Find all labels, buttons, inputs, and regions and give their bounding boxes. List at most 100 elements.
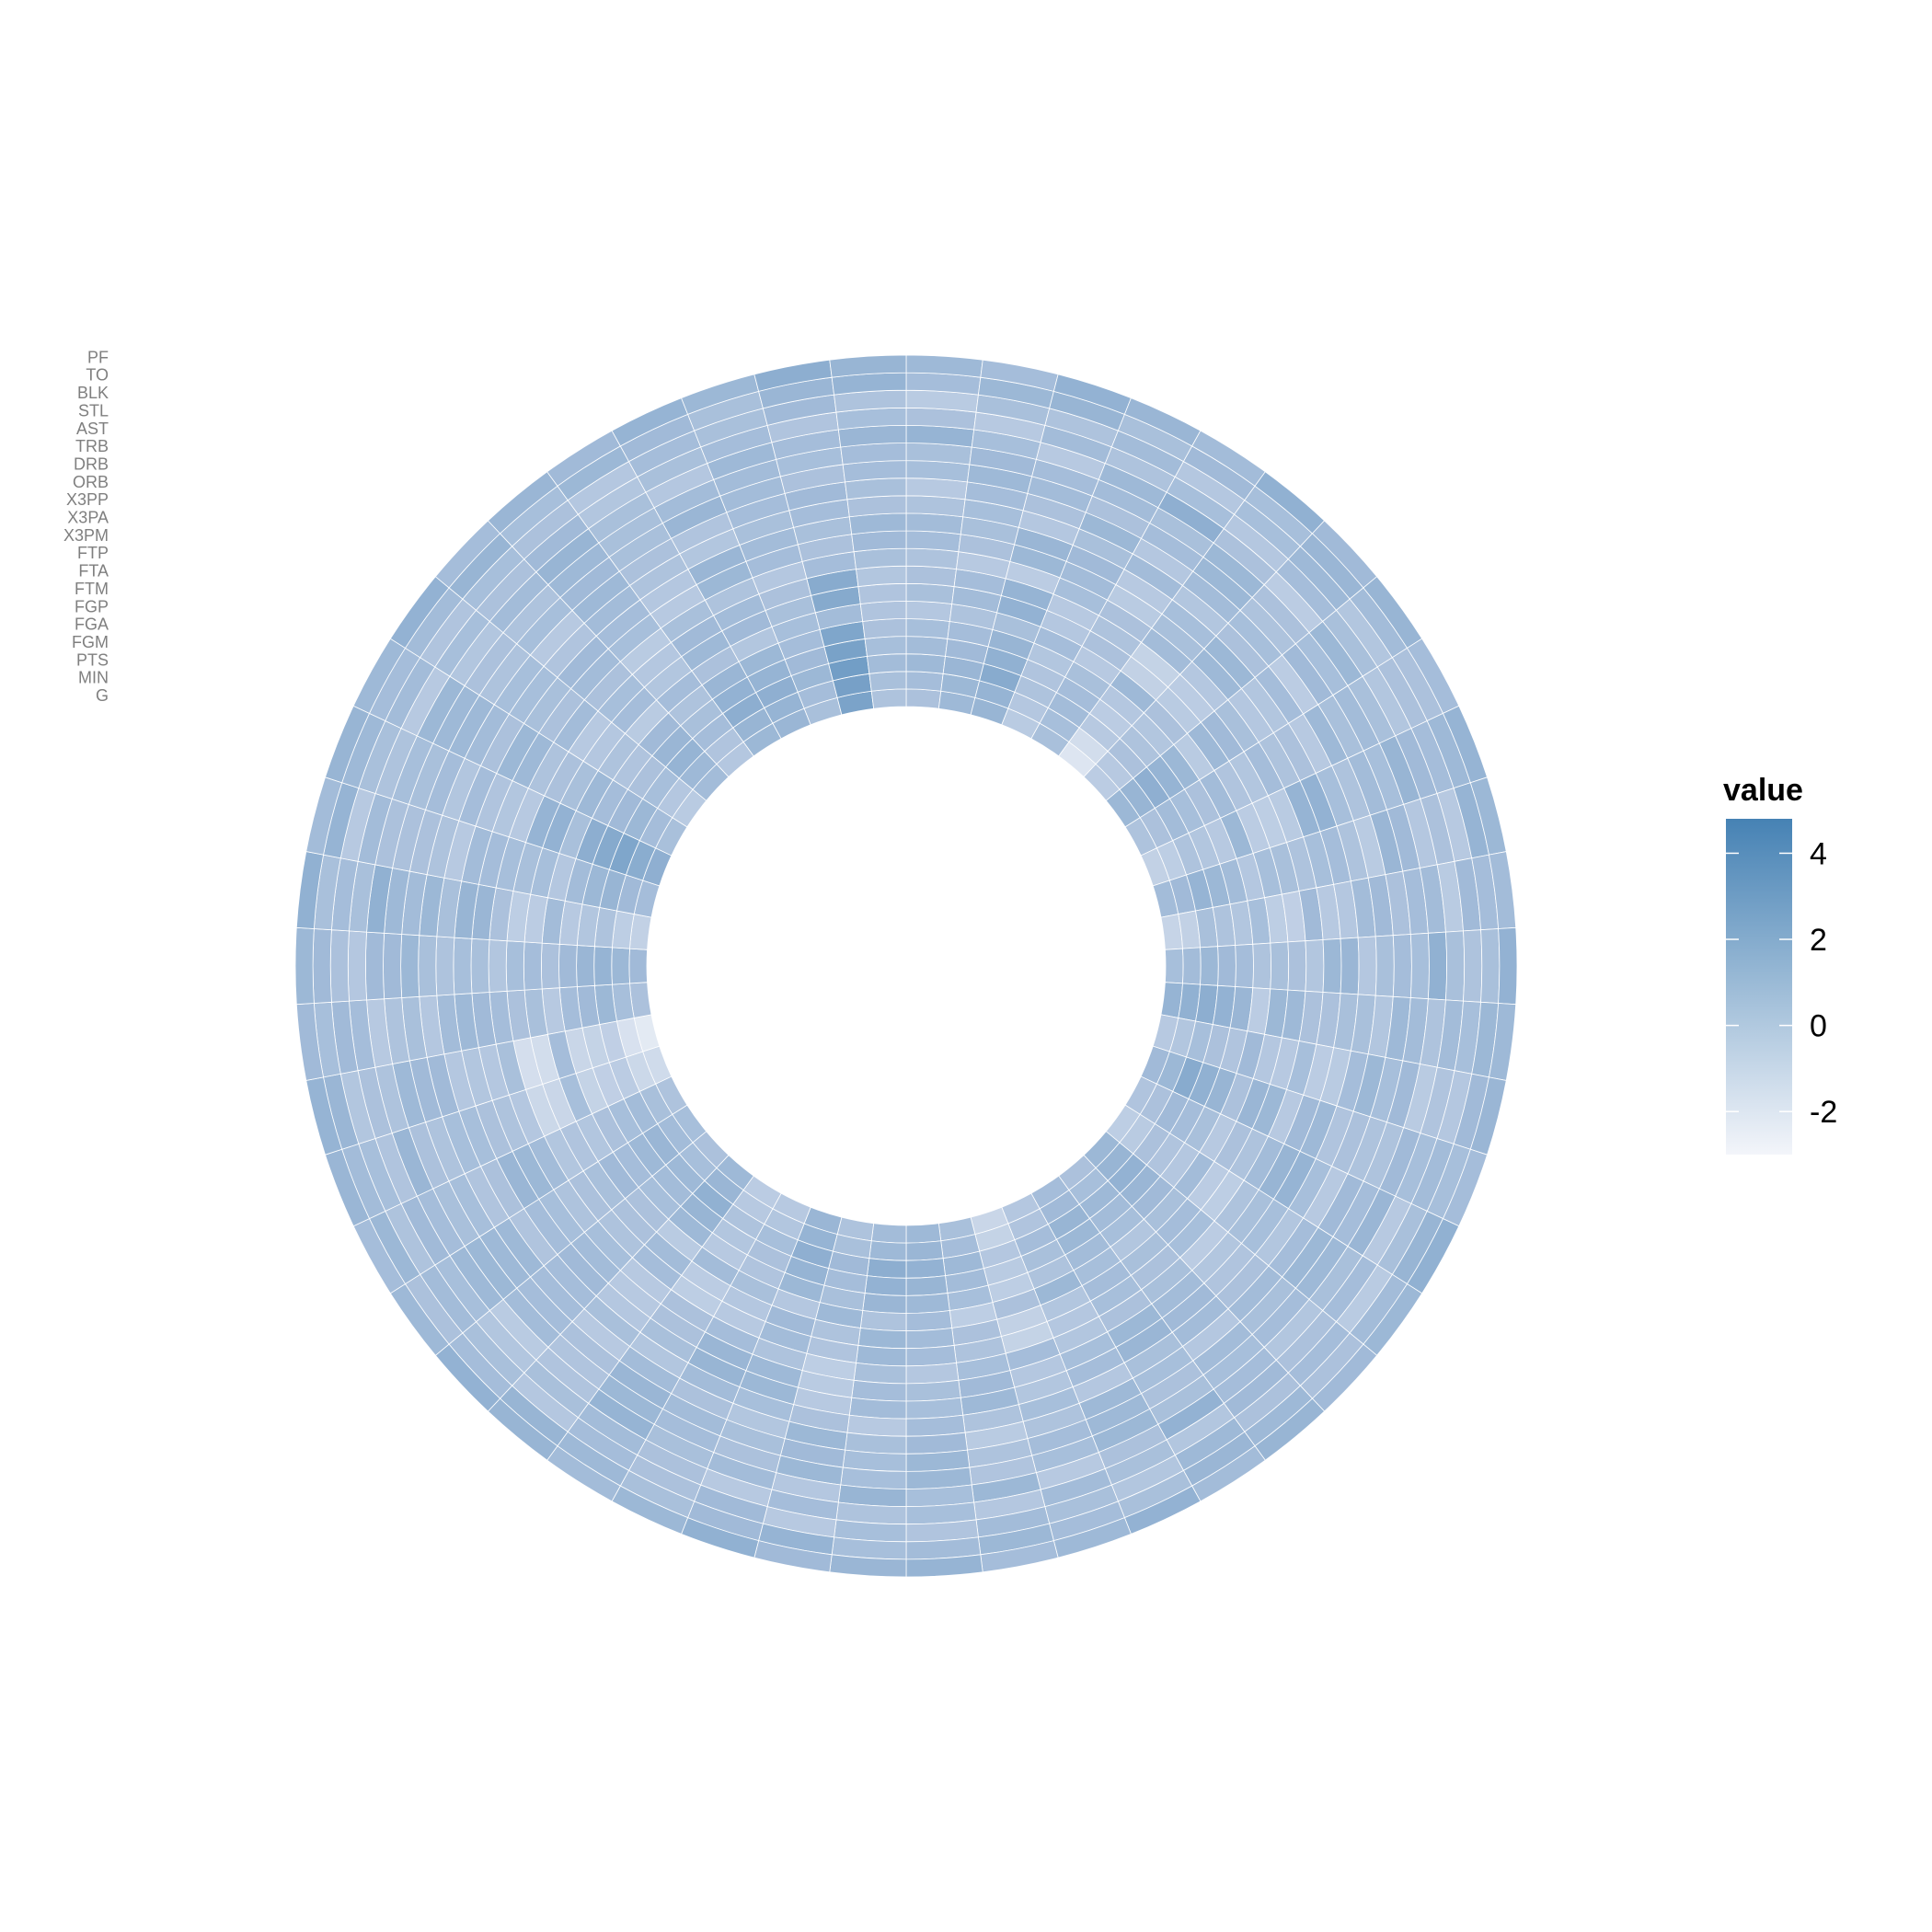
heatmap-cell: [905, 636, 949, 657]
heatmap-cell: [905, 600, 953, 622]
heatmap-cell: [862, 618, 907, 639]
heatmap-cell: [905, 1258, 946, 1279]
heatmap-cell: [1409, 932, 1430, 1000]
heatmap-cell: [1305, 939, 1325, 993]
heatmap-cell: [905, 1293, 950, 1314]
row-label: X3PM: [63, 526, 109, 545]
row-label: DRB: [74, 454, 109, 473]
heatmap-cell: [558, 943, 578, 989]
heatmap-cell: [1340, 937, 1360, 995]
row-label: X3PP: [66, 490, 109, 509]
heatmap-cell: [864, 1275, 907, 1296]
heatmap-cell: [435, 936, 455, 996]
row-label: FGM: [72, 633, 109, 651]
heatmap-cell: [523, 941, 543, 991]
heatmap-cell: [905, 1379, 961, 1402]
heatmap-cell: [862, 1293, 907, 1314]
heatmap-cell: [905, 495, 966, 518]
heatmap-cell: [541, 942, 560, 990]
row-labels: GMINPTSFGMFGAFGPFTMFTAFTPX3PMX3PAX3PPORB…: [63, 348, 109, 705]
legend-tick-label: 2: [1810, 923, 1827, 958]
row-label: MIN: [78, 669, 109, 687]
row-label: BLK: [77, 384, 109, 402]
heatmap-cell: [905, 1414, 966, 1437]
heatmap-cell: [905, 1344, 957, 1367]
heatmap-cell: [905, 671, 944, 692]
heatmap-cell: [864, 636, 907, 657]
legend-tick-label: 0: [1810, 1009, 1827, 1044]
color-legend: value 4 2 0 -2: [1723, 773, 1837, 1155]
heatmap-cell: [1287, 940, 1307, 992]
heatmap-cell: [628, 948, 648, 984]
heatmap-cell: [851, 530, 907, 553]
heatmap-cell: [505, 940, 525, 992]
heatmap-cell: [453, 937, 473, 995]
legend-ticks: 4 2 0 -2: [1726, 836, 1837, 1130]
heatmap-cell: [418, 935, 438, 997]
heatmap-cell: [905, 1397, 964, 1420]
row-label: FTA: [78, 562, 109, 581]
heatmap-cell: [851, 1379, 907, 1402]
heatmap-cell: [1463, 929, 1483, 1003]
legend-title: value: [1723, 773, 1803, 808]
row-label: X3PA: [67, 509, 109, 527]
heatmap-cell: [868, 1240, 907, 1261]
heatmap-cell: [1182, 947, 1202, 985]
row-label: FGP: [75, 597, 109, 615]
heatmap-cell: [347, 930, 367, 1002]
heatmap-cell: [853, 547, 907, 570]
heatmap-cell: [868, 671, 907, 692]
heatmap-cell: [1322, 937, 1342, 995]
row-label: TRB: [75, 437, 109, 455]
heatmap-cell: [365, 931, 385, 1001]
heatmap-cell: [400, 934, 420, 998]
heatmap-cell: [905, 618, 950, 639]
heatmap-cell: [905, 582, 955, 604]
heatmap-cell: [829, 354, 907, 378]
heatmap-cell: [1427, 931, 1447, 1001]
heatmap-cell: [1480, 928, 1501, 1004]
heatmap-cell: [905, 547, 960, 570]
row-label: TO: [86, 366, 109, 385]
row-label: AST: [76, 420, 109, 438]
row-label: FGA: [75, 615, 109, 634]
heatmap-cell: [848, 1397, 907, 1420]
legend-tick-label: -2: [1810, 1095, 1837, 1130]
heatmap-cell: [846, 1414, 907, 1437]
row-label: STL: [78, 401, 109, 420]
heatmap-cell: [905, 1275, 949, 1296]
legend-colorbar: [1726, 819, 1792, 1155]
row-label: ORB: [73, 473, 109, 491]
row-label: G: [96, 686, 109, 705]
heatmap-cell: [905, 688, 942, 709]
heatmap-cell: [1235, 943, 1254, 989]
heatmap-cell: [470, 937, 490, 995]
heatmap-cell: [853, 1362, 907, 1385]
heatmap-cell: [488, 939, 508, 993]
heatmap-cell: [856, 1344, 907, 1367]
heatmap-cell: [859, 1310, 907, 1332]
legend-tick-label: 4: [1810, 836, 1827, 871]
heatmap-cell: [905, 1240, 944, 1261]
heatmap-cell: [593, 946, 613, 986]
row-label: PF: [87, 348, 109, 366]
heatmap-cell: [383, 932, 403, 1000]
heatmap-cell: [1357, 936, 1377, 996]
heatmap-cell: [1270, 941, 1290, 991]
heatmap-cell: [1392, 934, 1412, 998]
row-label: FTP: [77, 544, 109, 562]
heatmap-cell: [867, 653, 907, 674]
heatmap-cell: [905, 1223, 942, 1244]
heatmap-cells: [294, 354, 1518, 1578]
heatmap-cell: [859, 600, 907, 622]
heatmap-cell: [294, 926, 315, 1006]
heatmap-cell: [1374, 935, 1395, 997]
row-label: PTS: [76, 650, 109, 669]
heatmap-cell: [867, 1258, 907, 1279]
heatmap-cell: [576, 945, 595, 987]
heatmap-cell: [857, 582, 907, 604]
heatmap-cell: [905, 1310, 953, 1332]
heatmap-cell: [857, 1328, 907, 1350]
heatmap-cell: [1498, 926, 1518, 1006]
